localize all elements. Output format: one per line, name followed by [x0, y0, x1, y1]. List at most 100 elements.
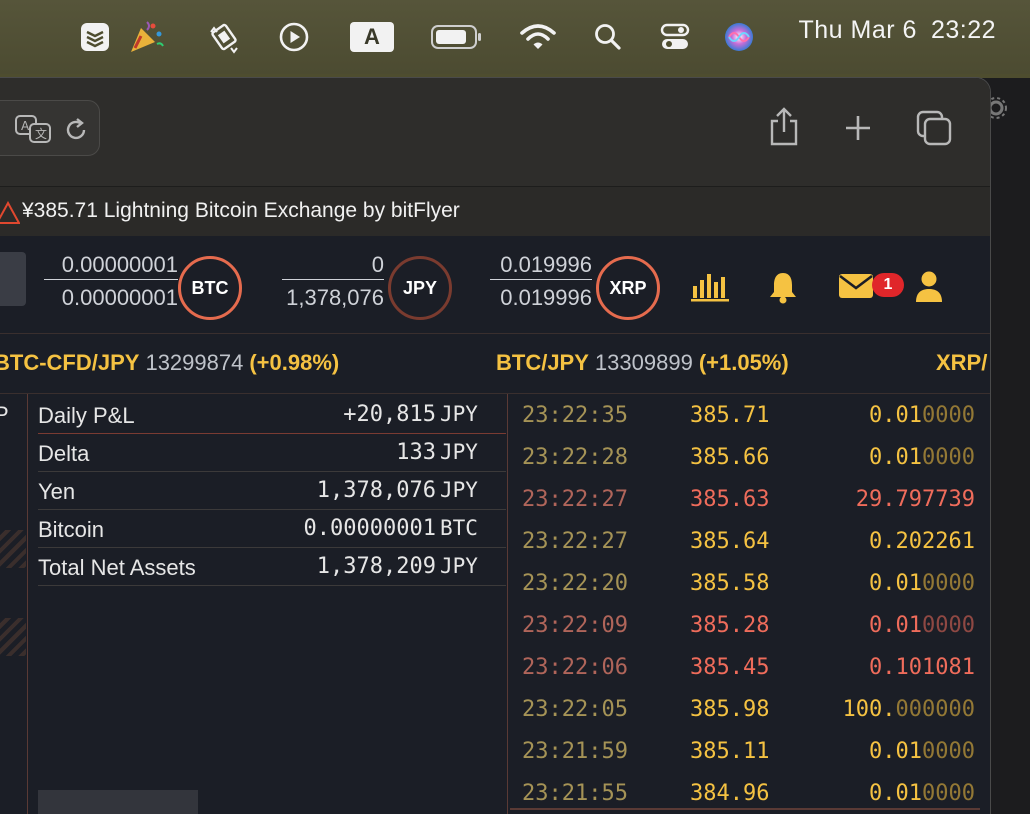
trade-row: 23:22:05 385.98 100.000000 — [510, 688, 980, 730]
trade-row: 23:22:27 385.64 0.202261 — [510, 520, 980, 562]
left-side-panel: P — [0, 394, 28, 814]
trade-price: 385.66 — [690, 445, 770, 470]
share-icon[interactable] — [766, 106, 802, 148]
chart-bars-icon[interactable] — [690, 270, 730, 302]
ticker-price: 13299874 — [145, 350, 244, 375]
ticker-change: (+1.05%) — [698, 350, 789, 375]
trade-price: 385.98 — [690, 697, 770, 722]
trade-row: 23:22:20 385.58 0.010000 — [510, 562, 980, 604]
asset-value: 1,378,076 — [316, 478, 436, 503]
ticker-item[interactable]: BTC/JPY 13309899 (+1.05%) — [496, 350, 789, 376]
assets-panel: Daily P&L +20,815 JPY Delta 133 JPY Yen … — [28, 394, 508, 814]
ticker-pair: XRP/ — [936, 350, 988, 375]
asset-value: +20,815 — [343, 402, 436, 427]
trade-time: 23:22:27 — [522, 529, 628, 554]
menu-bar-clock[interactable]: Thu Mar 6 23:22 — [799, 16, 997, 45]
asset-value: 133 — [396, 440, 436, 465]
ticker-price: 13309899 — [594, 350, 693, 375]
xrp-available: 0.019996 — [490, 250, 592, 280]
trade-size-dim: 0000 — [922, 571, 975, 596]
asset-label: Bitcoin — [38, 517, 105, 542]
trade-row: 23:22:27 385.63 29.797739 — [510, 478, 980, 520]
btc-balance: 0.00000001 0.00000001 — [44, 250, 178, 314]
asset-currency: JPY — [440, 402, 478, 426]
btc-available: 0.00000001 — [44, 250, 178, 280]
asset-row-total-net-assets: Total Net Assets 1,378,209 JPY — [38, 548, 506, 586]
btc-coin-badge[interactable]: BTC — [178, 256, 242, 320]
menu-button[interactable] — [0, 252, 26, 306]
trade-price: 385.11 — [690, 739, 770, 764]
trade-size-main: 0.01 — [869, 739, 923, 764]
trade-price: 384.96 — [690, 781, 770, 806]
asset-label: Delta — [38, 441, 90, 466]
exchange-header: 0.00000001 0.00000001 BTC 0 1,378,076 JP… — [0, 236, 990, 334]
tab-overview-icon[interactable] — [914, 108, 954, 148]
tab-title[interactable]: ¥385.71 Lightning Bitcoin Exchange by bi… — [22, 199, 460, 222]
asset-value: 1,378,209 — [316, 554, 436, 579]
play-circle-icon[interactable] — [276, 18, 312, 56]
trade-size-main: 0.01 — [869, 445, 923, 470]
asset-currency: JPY — [440, 440, 478, 464]
trade-time: 23:22:20 — [522, 571, 628, 596]
battery-icon[interactable] — [430, 18, 484, 56]
trade-size-main: 0.101081 — [869, 655, 975, 680]
asset-row-bitcoin: Bitcoin 0.00000001 BTC — [38, 510, 506, 548]
trade-price: 385.71 — [690, 403, 770, 428]
trade-time: 23:21:59 — [522, 739, 628, 764]
trade-row: 23:21:59 385.11 0.010000 — [510, 730, 980, 772]
stack-icon[interactable] — [78, 18, 112, 56]
control-center-icon[interactable] — [658, 18, 692, 56]
trade-size: 0.101081 — [869, 655, 975, 680]
trade-size: 0.010000 — [869, 739, 975, 764]
input-source-icon[interactable]: A — [349, 18, 395, 56]
trade-time: 23:22:06 — [522, 655, 628, 680]
xrp-total: 0.019996 — [500, 285, 592, 310]
spotlight-search-icon[interactable] — [591, 18, 625, 56]
macos-menu-bar: A Thu Mar 6 23:22 — [0, 0, 1030, 74]
trade-row: 23:22:35 385.71 0.010000 — [510, 394, 980, 436]
trade-size: 0.010000 — [869, 613, 975, 638]
trade-size-main: 0.01 — [869, 403, 923, 428]
clock-date: Thu Mar 6 — [798, 16, 917, 44]
asset-row-daily-pl: Daily P&L +20,815 JPY — [38, 396, 506, 434]
ticker-pair: BTC-CFD/JPY — [0, 350, 140, 375]
btc-total: 0.00000001 — [61, 285, 178, 310]
user-icon[interactable] — [914, 270, 944, 304]
tab-bar: ¥385.71 Lightning Bitcoin Exchange by bi… — [0, 186, 990, 236]
asset-currency: BTC — [440, 516, 478, 540]
asset-value: 0.00000001 — [303, 516, 436, 541]
trade-size: 0.010000 — [869, 445, 975, 470]
trade-size-dim: 0000 — [922, 781, 975, 806]
screen-rotate-icon[interactable] — [206, 18, 242, 56]
clock-time: 23:22 — [930, 16, 996, 44]
ticker-item[interactable]: XRP/ — [936, 350, 987, 376]
asset-row-delta: Delta 133 JPY — [38, 434, 506, 472]
trade-row: 23:21:55 384.96 0.010000 — [510, 772, 980, 814]
siri-icon[interactable] — [722, 18, 756, 56]
input-source-label: A — [350, 22, 394, 52]
reload-icon[interactable] — [61, 115, 91, 145]
ticker-item[interactable]: BTC-CFD/JPY 13299874 (+0.98%) — [0, 350, 339, 376]
party-popper-icon[interactable] — [126, 18, 166, 56]
jpy-coin-badge[interactable]: JPY — [388, 256, 452, 320]
trade-time: 23:22:27 — [522, 487, 628, 512]
mail-icon[interactable] — [838, 270, 876, 302]
trade-row: 23:22:28 385.66 0.010000 — [510, 436, 980, 478]
bell-icon[interactable] — [766, 270, 800, 304]
svg-text:A: A — [21, 119, 30, 133]
left-panel-label: P — [0, 402, 9, 427]
horizontal-scrollbar[interactable] — [38, 790, 198, 814]
trade-price: 385.28 — [690, 613, 770, 638]
trade-time: 23:22:09 — [522, 613, 628, 638]
jpy-balance: 0 1,378,076 — [282, 250, 384, 314]
wifi-icon[interactable] — [518, 18, 558, 56]
trade-size-main: 100. — [842, 697, 896, 722]
new-tab-plus-icon[interactable] — [840, 110, 876, 146]
trade-size: 0.010000 — [869, 781, 975, 806]
recent-trades-panel: 23:22:35 385.71 0.010000 23:22:28 385.66… — [510, 394, 990, 814]
trade-size: 100.000000 — [843, 697, 975, 722]
xrp-coin-badge[interactable]: XRP — [596, 256, 660, 320]
